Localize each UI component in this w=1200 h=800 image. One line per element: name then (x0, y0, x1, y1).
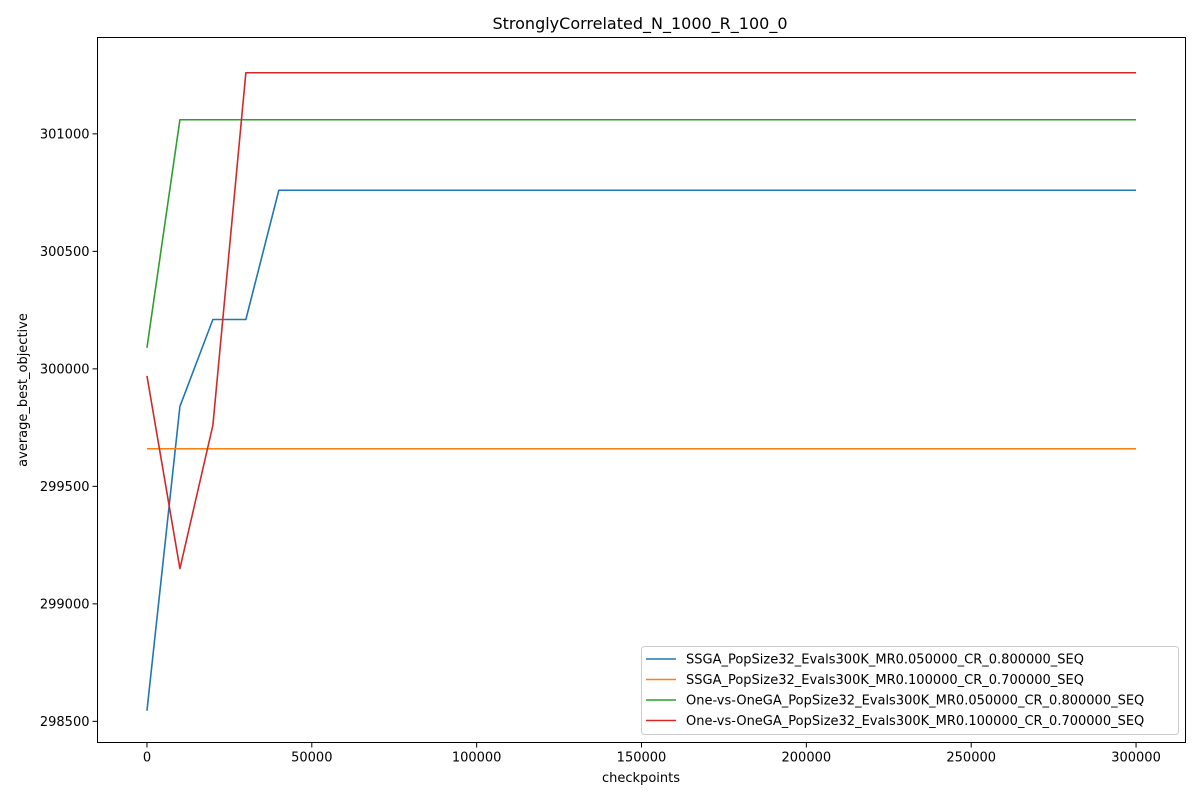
y-tick-label: 298500 (40, 715, 90, 730)
x-tick-label: 300000 (1111, 751, 1161, 766)
legend-label-2: SSGA_PopSize32_Evals300K_MR0.100000_CR_0… (686, 673, 1084, 688)
x-axis-label: checkpoints (602, 771, 680, 786)
y-tick-label: 299000 (40, 597, 90, 612)
series-line-4 (146, 71, 1137, 570)
plot-lines (146, 71, 1137, 711)
chart-title: StronglyCorrelated_N_1000_R_100_0 (492, 14, 787, 34)
legend-box (641, 646, 1179, 735)
x-tick-label: 200000 (782, 751, 832, 766)
legend-label-1: SSGA_PopSize32_Evals300K_MR0.050000_CR_0… (686, 653, 1084, 668)
x-tick-label: 50000 (291, 751, 332, 766)
series-line-3 (146, 118, 1137, 348)
y-tick-label: 300500 (40, 245, 90, 260)
y-tick-label: 301000 (40, 127, 90, 142)
x-tick-label: 250000 (946, 751, 996, 766)
legend: SSGA_PopSize32_Evals300K_MR0.050000_CR_0… (641, 646, 1179, 735)
legend-label-3: One-vs-OneGA_PopSize32_Evals300K_MR0.050… (686, 694, 1144, 709)
plot-area-frame (97, 37, 1186, 743)
y-tick-label: 299500 (40, 480, 90, 495)
y-axis-label: average_best_objective (16, 313, 31, 467)
y-axis-ticks: 298500 299000 299500 300000 300500 301000 (40, 127, 98, 730)
series-line-1 (146, 189, 1137, 711)
x-axis-ticks: 0 50000 100000 150000 200000 250000 300000 (143, 742, 1161, 766)
legend-entries: SSGA_PopSize32_Evals300K_MR0.050000_CR_0… (646, 653, 1144, 729)
x-tick-label: 150000 (617, 751, 667, 766)
legend-label-4: One-vs-OneGA_PopSize32_Evals300K_MR0.100… (686, 714, 1144, 729)
x-tick-label: 100000 (452, 751, 502, 766)
x-tick-label: 0 (143, 751, 151, 766)
y-tick-label: 300000 (40, 362, 90, 377)
